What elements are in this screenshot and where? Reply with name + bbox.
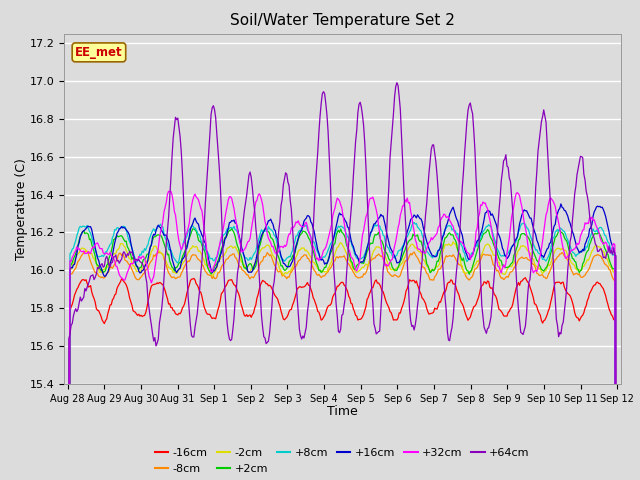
+16cm	[557, 201, 564, 207]
Line: -2cm: -2cm	[68, 242, 617, 480]
+2cm	[262, 225, 270, 231]
+16cm	[468, 254, 476, 260]
Legend: -16cm, -8cm, -2cm, +2cm, +8cm, +16cm, +32cm, +64cm: -16cm, -8cm, -2cm, +2cm, +8cm, +16cm, +3…	[150, 444, 534, 478]
+2cm	[468, 264, 476, 269]
+16cm	[397, 252, 405, 257]
+32cm	[164, 189, 172, 194]
-2cm	[397, 261, 405, 266]
Line: +8cm: +8cm	[68, 222, 617, 480]
+2cm	[235, 246, 243, 252]
Y-axis label: Temperature (C): Temperature (C)	[15, 158, 28, 260]
+8cm	[371, 222, 379, 228]
+8cm	[397, 246, 405, 252]
+8cm	[296, 228, 303, 233]
+8cm	[410, 219, 418, 225]
Text: EE_met: EE_met	[75, 46, 123, 59]
+16cm	[235, 231, 243, 237]
+64cm	[564, 266, 572, 272]
-8cm	[297, 256, 305, 262]
-2cm	[235, 251, 243, 257]
+16cm	[371, 221, 379, 227]
+64cm	[468, 111, 476, 117]
-8cm	[236, 264, 244, 270]
+64cm	[393, 80, 401, 85]
-2cm	[371, 246, 379, 252]
+8cm	[235, 233, 243, 239]
-8cm	[564, 257, 572, 263]
Title: Soil/Water Temperature Set 2: Soil/Water Temperature Set 2	[230, 13, 455, 28]
+2cm	[564, 242, 572, 248]
-8cm	[399, 265, 406, 271]
-16cm	[522, 275, 529, 281]
+2cm	[399, 253, 406, 259]
-2cm	[468, 265, 476, 271]
+2cm	[372, 232, 380, 238]
-16cm	[371, 278, 379, 284]
+32cm	[564, 253, 572, 259]
+32cm	[236, 239, 244, 244]
+64cm	[371, 325, 379, 331]
Line: +64cm: +64cm	[68, 83, 617, 480]
Line: +16cm: +16cm	[68, 204, 617, 480]
Line: +2cm: +2cm	[68, 228, 617, 480]
+8cm	[564, 237, 572, 243]
-8cm	[372, 253, 380, 259]
-16cm	[235, 290, 243, 296]
+64cm	[235, 263, 243, 269]
Line: -16cm: -16cm	[68, 278, 617, 480]
-2cm	[296, 247, 303, 253]
+2cm	[297, 231, 305, 237]
+32cm	[399, 203, 406, 209]
+64cm	[296, 326, 303, 332]
Line: -8cm: -8cm	[68, 252, 617, 480]
+16cm	[296, 231, 303, 237]
+8cm	[468, 251, 476, 257]
-16cm	[397, 306, 405, 312]
+32cm	[297, 222, 305, 228]
+32cm	[468, 253, 476, 259]
Line: +32cm: +32cm	[68, 192, 617, 480]
+64cm	[399, 158, 406, 164]
-2cm	[564, 253, 572, 259]
-8cm	[468, 273, 476, 279]
-16cm	[468, 311, 476, 316]
+16cm	[564, 213, 572, 219]
-8cm	[82, 249, 90, 254]
+32cm	[372, 207, 380, 213]
-16cm	[564, 291, 572, 297]
X-axis label: Time: Time	[327, 405, 358, 418]
-2cm	[449, 239, 457, 245]
-16cm	[296, 284, 303, 290]
